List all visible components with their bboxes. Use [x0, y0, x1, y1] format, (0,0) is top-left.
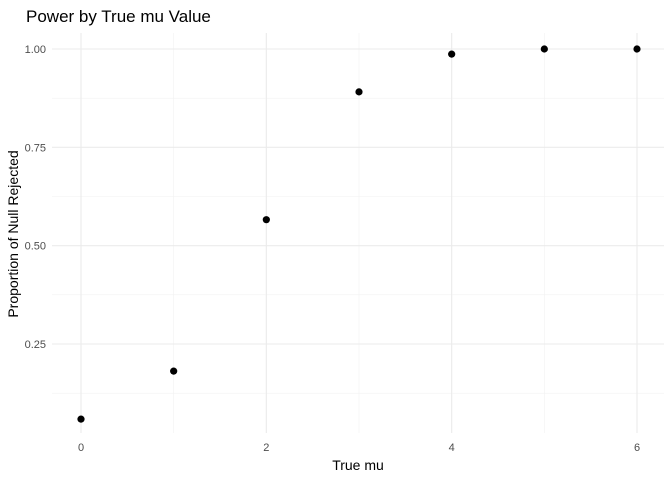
data-point: [262, 216, 270, 224]
y-tick-labels: 0.25 0.50 0.75 1.00: [25, 44, 46, 351]
chart-title: Power by True mu Value: [26, 7, 211, 26]
y-axis-title: Proportion of Null Rejected: [5, 150, 21, 317]
data-point: [355, 88, 363, 96]
y-tick-label: 0.75: [25, 142, 46, 154]
data-point: [77, 415, 85, 423]
x-tick-label: 6: [634, 442, 640, 454]
y-tick-label: 0.25: [25, 339, 46, 351]
grid-lines: [52, 33, 664, 433]
x-tick-label: 0: [78, 442, 84, 454]
x-tick-label: 4: [449, 442, 455, 454]
data-point: [633, 45, 641, 53]
data-point: [170, 367, 178, 375]
x-tick-labels: 0 2 4 6: [78, 442, 640, 454]
x-axis-title: True mu: [332, 457, 384, 473]
data-point: [448, 50, 456, 58]
data-points: [77, 45, 641, 423]
x-tick-label: 2: [263, 442, 269, 454]
data-point: [540, 45, 548, 53]
y-tick-label: 0.50: [25, 241, 46, 253]
y-tick-label: 1.00: [25, 44, 46, 56]
